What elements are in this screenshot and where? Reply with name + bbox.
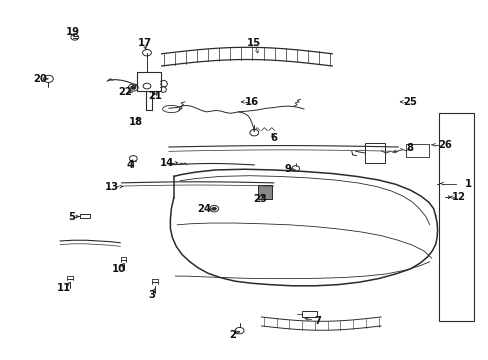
Text: 14: 14 xyxy=(159,158,173,168)
Text: 24: 24 xyxy=(197,204,211,215)
Text: 22: 22 xyxy=(118,87,132,97)
Text: 21: 21 xyxy=(147,91,162,101)
Circle shape xyxy=(212,207,216,210)
Text: 26: 26 xyxy=(438,140,451,150)
Text: 13: 13 xyxy=(104,182,119,192)
Text: 5: 5 xyxy=(68,212,75,221)
Text: 8: 8 xyxy=(406,143,413,153)
Text: 1: 1 xyxy=(464,179,471,189)
Text: 9: 9 xyxy=(285,164,291,174)
Bar xyxy=(258,185,271,199)
Bar xyxy=(365,143,384,163)
Bar xyxy=(438,113,473,320)
Bar xyxy=(80,214,90,219)
Text: 25: 25 xyxy=(403,97,416,107)
Bar xyxy=(302,311,316,317)
Text: 6: 6 xyxy=(270,133,277,143)
Text: 11: 11 xyxy=(57,283,71,293)
Text: 10: 10 xyxy=(111,264,125,274)
Text: 12: 12 xyxy=(451,192,465,202)
Text: 3: 3 xyxy=(148,291,155,301)
Text: 2: 2 xyxy=(228,330,235,340)
Text: 7: 7 xyxy=(314,316,321,325)
Text: 15: 15 xyxy=(247,38,261,48)
Bar xyxy=(137,72,160,91)
Text: 16: 16 xyxy=(244,97,258,107)
Text: 18: 18 xyxy=(129,117,143,127)
Text: 4: 4 xyxy=(126,160,133,170)
Text: 20: 20 xyxy=(33,74,46,84)
Text: 23: 23 xyxy=(253,194,267,204)
Text: 19: 19 xyxy=(66,27,80,37)
Circle shape xyxy=(131,86,136,89)
Text: 17: 17 xyxy=(137,38,151,48)
